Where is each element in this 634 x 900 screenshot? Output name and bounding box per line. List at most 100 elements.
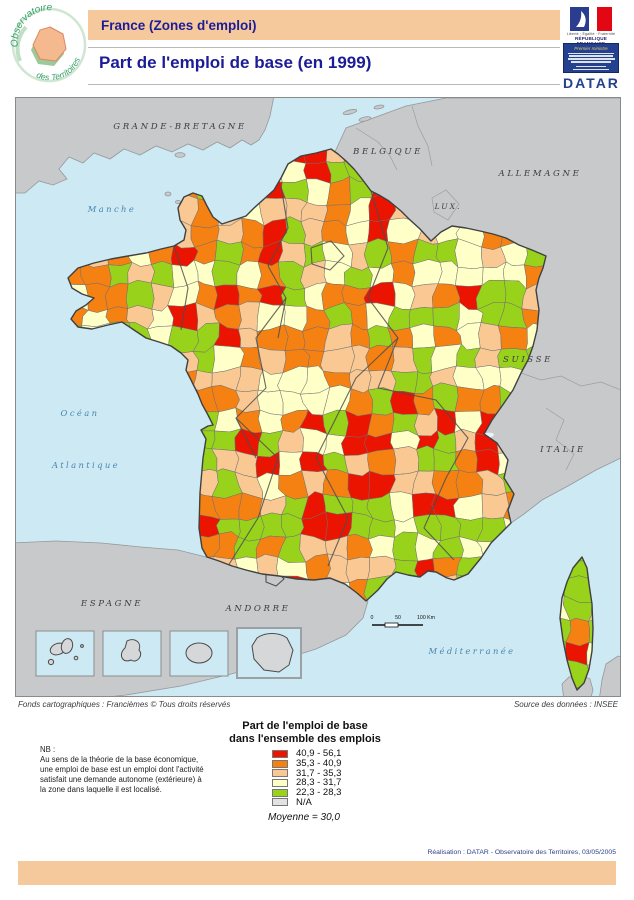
employment-zone	[454, 428, 476, 453]
label-ocean: Océan	[61, 408, 100, 418]
employment-zone	[300, 202, 328, 223]
legend-swatch-class5	[272, 788, 288, 797]
logo-arc-decoration	[15, 25, 28, 62]
martinique-island	[120, 639, 142, 662]
legend-label-class1: 40,9 - 56,1	[296, 748, 342, 760]
corsica-outline	[559, 556, 594, 691]
employment-zone	[497, 325, 528, 351]
inset-guadeloupe	[35, 630, 95, 677]
banner-title: France (Zones d'emploi)	[101, 17, 257, 33]
employment-zone	[306, 178, 331, 206]
observatoire-logo: Observatoire des Territoires	[10, 5, 88, 85]
france-outline	[67, 148, 547, 602]
legend-swatch-class1	[272, 749, 288, 758]
italy-mainland-tip-shape	[599, 655, 620, 696]
label-grande-bretagne: GRANDE-BRETAGNE	[113, 122, 246, 132]
data-source: Source des données : INSEE	[513, 700, 618, 709]
employment-zone	[238, 301, 261, 332]
label-andorre: ANDORRE	[224, 604, 290, 614]
employment-zone	[368, 535, 395, 560]
scale-zero: 0	[371, 615, 374, 621]
employment-zone	[586, 642, 593, 666]
realisation-credit: Réalisation : DATAR - Observatoire des T…	[427, 849, 616, 856]
legend-item: 40,9 - 56,1	[272, 748, 342, 760]
label-allemagne: ALLEMAGNE	[498, 169, 582, 179]
france-choropleth-map: GRANDE-BRETAGNE BELGIQUE ALLEMAGNE LUX. …	[16, 98, 620, 696]
legend-label-class5: 22,3 - 28,3	[296, 787, 342, 799]
header-divider-2	[88, 84, 560, 85]
map-credits: Fonds cartographiques : Francièmes © Tou…	[18, 700, 231, 709]
employment-zone	[588, 618, 593, 647]
employment-zone	[455, 449, 478, 473]
ministry-box: Premier ministre	[563, 43, 619, 73]
employment-zone	[432, 382, 459, 412]
flag-blue	[570, 7, 589, 31]
employment-zone	[345, 556, 370, 583]
french-flag-icon	[570, 7, 612, 31]
employment-zone	[411, 259, 443, 287]
switzerland-italy-border	[545, 407, 575, 471]
employment-zone	[322, 409, 349, 437]
title-banner: France (Zones d'emploi)	[88, 10, 560, 40]
great-britain-shape	[16, 98, 275, 194]
employment-zone	[367, 448, 397, 476]
label-mediterranee: Méditerranée	[428, 646, 516, 656]
employment-zone	[236, 260, 262, 290]
bottom-accent-bar	[18, 861, 616, 885]
legend-item: 35,3 - 40,9	[272, 758, 342, 770]
inset-reunion	[169, 630, 229, 677]
legend-item: 28,3 - 31,7	[272, 777, 341, 788]
nb-note: NB : Au sens de la théorie de la base éc…	[40, 745, 204, 794]
legend-title: Part de l'emploi de base dans l'ensemble…	[200, 720, 410, 746]
legend-label-class2: 35,3 - 40,9	[296, 758, 342, 770]
legend-item: 22,3 - 28,3	[272, 787, 342, 799]
employment-zone	[409, 323, 436, 349]
guadeloupe-islet	[73, 655, 79, 661]
flag-red	[597, 7, 612, 31]
legend: 40,9 - 56,1 35,3 - 40,9 31,7 - 35,3 28,3…	[272, 748, 342, 808]
channel-island-shape	[175, 200, 181, 205]
label-italie: ITALIE	[539, 445, 586, 455]
employment-zone	[347, 470, 371, 501]
employment-zone	[125, 280, 155, 310]
flag-white	[589, 7, 597, 31]
ministry-text-bar	[573, 68, 609, 71]
zeeland-island-shape	[358, 116, 372, 122]
employment-zone	[322, 469, 352, 498]
label-manche: Manche	[87, 204, 136, 214]
label-atlantique: Atlantique	[51, 460, 120, 470]
scale-hundred: 100 Km	[417, 615, 435, 621]
legend-item: N/A	[272, 797, 341, 808]
label-lux: LUX.	[434, 202, 462, 211]
legend-swatch-class4	[272, 778, 288, 787]
ministry-text-bar	[569, 55, 613, 58]
employment-zone	[454, 386, 485, 412]
scale-bar: 0 50 100 Km	[371, 615, 435, 628]
employment-zone	[363, 238, 392, 269]
legend-swatch-class2	[272, 759, 288, 768]
employment-zone	[392, 531, 419, 562]
guadeloupe-islet	[47, 658, 55, 666]
page-title: Part de l'emploi de base (en 1999)	[99, 53, 372, 72]
guyane-territory	[251, 633, 294, 673]
datar-logo: DATAR	[563, 75, 620, 91]
legend-title-line2: dans l'ensemble des emplois	[229, 733, 381, 745]
isle-of-wight-shape	[174, 152, 186, 158]
scale-segment	[384, 622, 399, 628]
ministry-title: Premier ministre	[574, 46, 608, 51]
employment-zone	[235, 389, 261, 413]
employment-zone	[344, 452, 370, 477]
republique-motto: Liberté · Égalité · Fraternité	[566, 32, 616, 36]
employment-zone	[416, 445, 435, 472]
employment-zone	[341, 434, 369, 456]
germany-switzerland-border	[520, 372, 620, 390]
employment-zone	[393, 446, 420, 475]
employment-zone	[588, 600, 593, 622]
header-divider-1	[88, 47, 560, 48]
legend-swatch-class3	[272, 769, 288, 778]
belgium-germany-border	[411, 105, 433, 167]
employment-zone	[474, 347, 502, 368]
label-belgique: BELGIQUE	[352, 147, 423, 157]
employment-zone	[105, 306, 130, 324]
